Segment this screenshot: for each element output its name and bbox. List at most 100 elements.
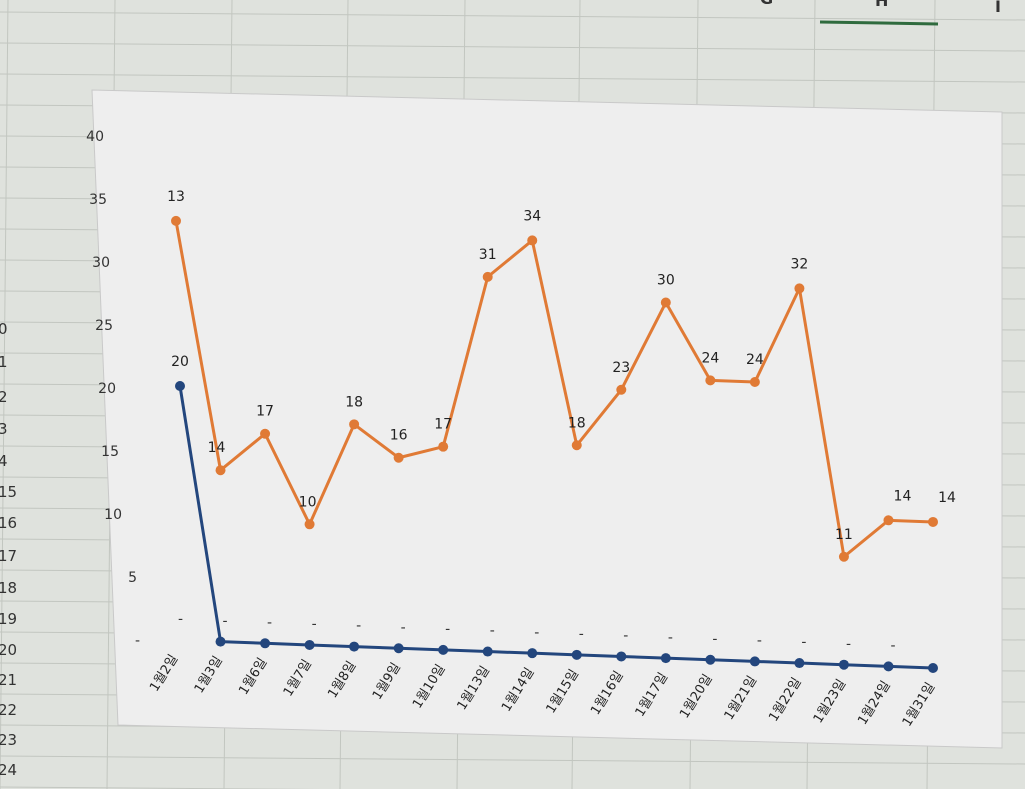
- data-point[interactable]: [175, 381, 185, 391]
- data-point[interactable]: [705, 375, 716, 386]
- data-label: 14: [938, 490, 956, 506]
- data-label: -: [401, 620, 406, 636]
- row-number[interactable]: 15: [0, 483, 17, 501]
- data-label: 20: [171, 354, 189, 370]
- column-header-row: G H I: [760, 0, 1001, 16]
- data-label: -: [356, 618, 361, 634]
- data-point[interactable]: [393, 643, 404, 654]
- data-point[interactable]: [928, 516, 938, 527]
- series-line[interactable]: [174, 220, 934, 559]
- row-number[interactable]: 22: [0, 701, 17, 719]
- data-label: -: [579, 626, 584, 642]
- y-tick-label: 10: [104, 507, 122, 523]
- row-number[interactable]: 18: [0, 579, 17, 597]
- data-point[interactable]: [349, 641, 360, 652]
- y-tick-label: 25: [95, 318, 113, 334]
- row-number[interactable]: 4: [0, 452, 8, 470]
- chart-area[interactable]: [91, 89, 1003, 749]
- data-point[interactable]: [749, 377, 760, 388]
- grid-col-line: [0, 0, 9, 789]
- data-point[interactable]: [438, 644, 449, 655]
- data-point[interactable]: [260, 428, 271, 439]
- row-number[interactable]: 20: [0, 641, 17, 659]
- grid-row-line: [0, 73, 1025, 83]
- data-point[interactable]: [527, 648, 538, 659]
- row-number[interactable]: 19: [0, 610, 17, 628]
- data-point[interactable]: [616, 384, 627, 395]
- series-blue: 20 - - - - - - - - - - - - - - - - -: [171, 354, 938, 673]
- data-point[interactable]: [571, 440, 582, 451]
- row-number[interactable]: 23: [0, 731, 17, 749]
- grid-row-line: [0, 786, 321, 789]
- data-label: 13: [167, 189, 185, 205]
- row-number[interactable]: 21: [0, 671, 17, 689]
- data-point[interactable]: [482, 271, 493, 282]
- data-point[interactable]: [215, 465, 226, 476]
- data-label: -: [312, 617, 317, 633]
- data-label: -: [757, 633, 762, 649]
- data-point[interactable]: [749, 656, 760, 667]
- data-label: -: [712, 631, 717, 647]
- row-number[interactable]: 3: [0, 420, 8, 438]
- y-tick-label: 40: [86, 129, 104, 145]
- data-label: -: [534, 625, 539, 641]
- data-point[interactable]: [171, 215, 181, 226]
- data-point[interactable]: [838, 551, 849, 562]
- data-label: 11: [835, 527, 853, 543]
- data-point[interactable]: [794, 658, 805, 669]
- data-label: -: [846, 636, 851, 652]
- data-point[interactable]: [705, 654, 716, 665]
- data-label: 31: [479, 247, 497, 263]
- data-point[interactable]: [349, 419, 360, 430]
- data-point[interactable]: [260, 638, 271, 649]
- row-number[interactable]: 17: [0, 547, 17, 565]
- data-label: -: [267, 615, 272, 631]
- column-header[interactable]: H: [875, 0, 888, 10]
- data-label: 23: [612, 360, 630, 376]
- data-point[interactable]: [482, 646, 493, 657]
- data-point[interactable]: [928, 663, 938, 673]
- column-header[interactable]: I: [995, 0, 1001, 16]
- data-point[interactable]: [616, 651, 627, 662]
- data-point[interactable]: [215, 636, 226, 647]
- y-tick-label: 5: [128, 570, 137, 586]
- data-point[interactable]: [527, 235, 538, 246]
- grid-row-line: [0, 42, 1025, 52]
- data-label: 18: [345, 394, 363, 410]
- data-label: 14: [894, 488, 912, 504]
- data-point[interactable]: [838, 659, 849, 670]
- grid-row-line: [0, 11, 1025, 21]
- column-header[interactable]: G: [760, 0, 773, 8]
- row-number[interactable]: 2: [0, 388, 8, 406]
- data-label: 10: [299, 494, 317, 510]
- data-point[interactable]: [660, 297, 671, 308]
- row-number[interactable]: 0: [0, 320, 8, 338]
- data-point[interactable]: [393, 452, 404, 463]
- data-point[interactable]: [883, 515, 894, 526]
- data-point[interactable]: [304, 639, 315, 650]
- data-point[interactable]: [304, 519, 315, 530]
- data-point[interactable]: [794, 283, 805, 294]
- row-number[interactable]: 16: [0, 514, 17, 532]
- data-label: 30: [657, 273, 675, 289]
- data-point[interactable]: [571, 649, 582, 660]
- data-point[interactable]: [438, 441, 449, 452]
- data-label: -: [223, 613, 228, 629]
- data-label: -: [490, 623, 495, 639]
- series-line[interactable]: [178, 385, 934, 670]
- data-label: 34: [523, 208, 541, 224]
- data-label: -: [890, 638, 895, 654]
- row-number[interactable]: 1: [0, 353, 8, 371]
- series-group: 13 14 17 10 18 16 17 31 34 18 23 30 24 24 32 11 14 14 20 - -…: [167, 189, 956, 673]
- data-point[interactable]: [883, 661, 894, 672]
- data-label: -: [801, 635, 806, 651]
- data-point[interactable]: [660, 653, 671, 664]
- y-tick-label: 15: [101, 444, 119, 460]
- data-label: 17: [256, 404, 274, 420]
- y-tick-label: 30: [92, 255, 110, 271]
- data-label: -: [668, 630, 673, 646]
- data-label: 32: [790, 256, 808, 272]
- data-label: -: [623, 628, 628, 644]
- row-number[interactable]: 24: [0, 761, 17, 779]
